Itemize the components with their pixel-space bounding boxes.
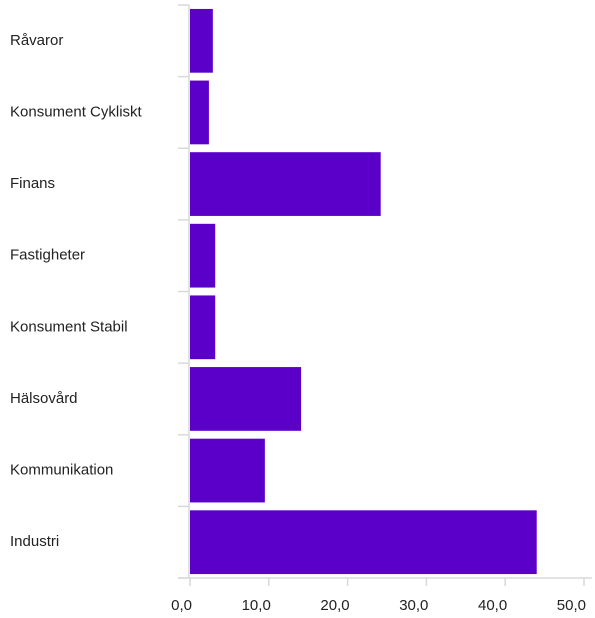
y-tick-label: Industri <box>10 533 59 550</box>
y-tick-label: Hälsovård <box>10 390 78 407</box>
x-tick-label: 20,0 <box>320 597 349 614</box>
bar <box>190 367 302 431</box>
bar <box>190 8 213 73</box>
bar <box>190 438 265 503</box>
y-tick-label: Konsument Stabil <box>10 318 128 335</box>
x-tick-label: 40,0 <box>478 597 507 614</box>
y-tick-label: Kommunikation <box>10 462 113 479</box>
y-tick-label: Finans <box>10 175 55 192</box>
y-tick-label: Råvaror <box>10 32 63 49</box>
bar <box>190 295 216 360</box>
bar <box>190 152 381 216</box>
bar <box>190 80 209 145</box>
x-tick-label: 0,0 <box>171 597 192 614</box>
x-tick-label: 30,0 <box>399 597 428 614</box>
y-tick-label: Fastigheter <box>10 247 85 264</box>
x-tick-label: 50,0 <box>557 597 586 614</box>
bar <box>190 223 216 288</box>
x-tick-label: 10,0 <box>242 597 271 614</box>
bar <box>190 510 537 575</box>
y-tick-label: Konsument Cykliskt <box>10 103 143 120</box>
